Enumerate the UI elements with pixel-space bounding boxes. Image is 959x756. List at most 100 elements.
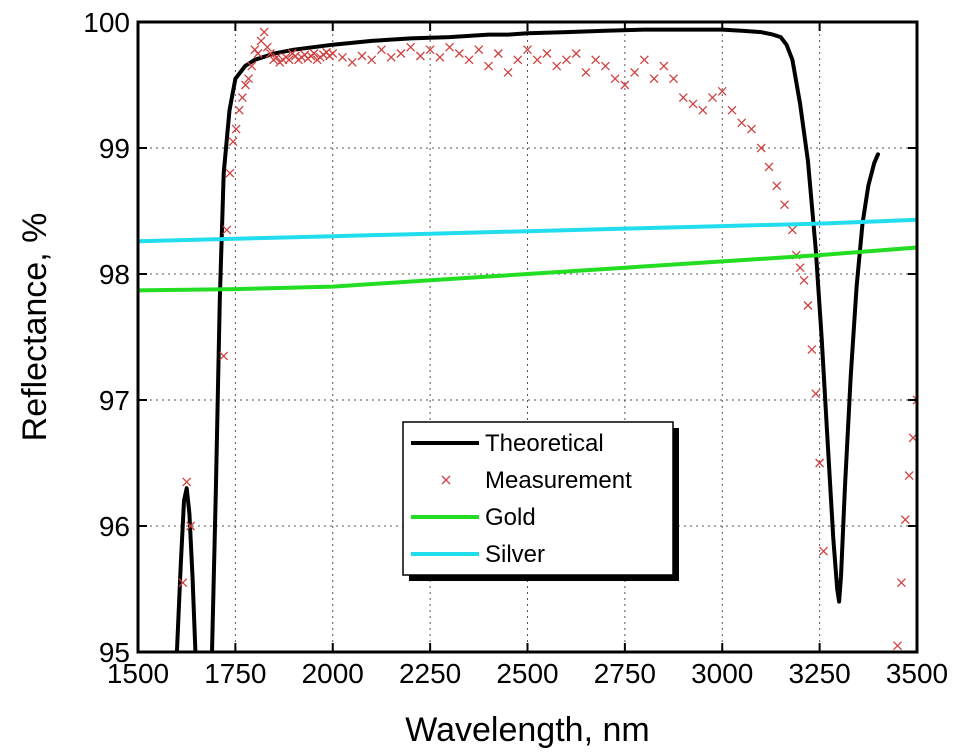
measurement-point: [649, 74, 659, 84]
measurement-point: [225, 168, 235, 178]
measurement-point: [630, 67, 640, 77]
measurement-point: [262, 42, 272, 52]
measurement-point: [222, 225, 232, 235]
x-tick-label: 3250: [788, 658, 850, 689]
x-axis-title: Wavelength, nm: [405, 711, 649, 749]
measurement-point: [591, 55, 601, 65]
legend-box: [402, 421, 674, 576]
measurement-points: [178, 27, 917, 651]
measurement-point: [811, 389, 821, 399]
measurement-point: [600, 61, 610, 71]
measurement-point: [328, 49, 338, 58]
measurement-point: [780, 200, 790, 210]
measurement-point: [620, 80, 630, 90]
measurement-point: [259, 27, 269, 37]
measurement-point: [764, 162, 774, 172]
measurement-point: [186, 521, 196, 531]
y-tick-label: 100: [83, 7, 130, 38]
measurement-point: [678, 93, 688, 103]
legend-marker-measurement: [441, 475, 451, 485]
measurement-point: [532, 55, 542, 65]
measurement-point: [272, 52, 282, 62]
measurement-point: [756, 143, 766, 153]
x-tick-label: 2750: [594, 658, 656, 689]
y-tick-label: 98: [99, 259, 130, 290]
measurement-point: [253, 49, 263, 58]
plot-series: [138, 27, 917, 652]
measurement-point: [900, 515, 910, 525]
y-tick-label: 97: [99, 385, 130, 416]
measurement-point: [542, 49, 552, 58]
measurement-point: [669, 74, 679, 84]
measurement-point: [819, 546, 828, 556]
x-tick-label: 1500: [107, 658, 169, 689]
measurement-point: [727, 105, 737, 115]
measurement-point: [807, 345, 817, 355]
measurement-point: [639, 55, 649, 65]
measurement-point: [484, 61, 494, 71]
measurement-point: [503, 67, 513, 77]
measurement-point: [234, 105, 244, 115]
y-tick-label: 96: [99, 511, 130, 542]
series-line-silver: [138, 217, 917, 244]
x-tick-label: 3000: [691, 658, 753, 689]
measurement-point: [772, 181, 782, 191]
measurement-point: [912, 395, 917, 405]
measurement-point: [347, 57, 357, 67]
measurement-point: [552, 61, 562, 71]
measurement-point: [717, 86, 727, 96]
measurement-point: [228, 137, 238, 147]
measurement-point: [376, 45, 386, 55]
measurement-point: [737, 118, 747, 128]
axes: 1500 1750 2000 2250 2500 2750 3000 3250 3500 95 96…: [16, 7, 948, 749]
measurement-point: [367, 55, 377, 65]
measurement-point: [244, 74, 254, 84]
measurement-point: [896, 578, 906, 588]
measurement-point: [803, 301, 813, 310]
grid: [138, 22, 917, 652]
y-axis-title: Reflectance, %: [16, 213, 54, 442]
x-tick-label: 2500: [496, 658, 558, 689]
measurement-point: [795, 263, 805, 273]
measurement-point: [357, 51, 367, 61]
measurement-point: [182, 477, 192, 487]
x-tick-label: 2000: [302, 658, 364, 689]
measurement-point: [581, 67, 591, 77]
measurement-point: [284, 55, 294, 65]
measurement-point: [178, 578, 188, 588]
measurement-point: [415, 51, 425, 61]
measurement-point: [799, 275, 809, 285]
measurement-point: [708, 93, 717, 103]
legend-label: Measurement: [485, 467, 632, 494]
measurement-point: [493, 49, 503, 58]
legend-label: Theoretical: [485, 430, 604, 457]
measurement-point: [435, 52, 445, 62]
measurement-point: [513, 55, 523, 65]
y-tick-label: 95: [99, 637, 130, 668]
measurement-point: [474, 45, 484, 55]
measurement-point: [454, 49, 464, 58]
measurement-point: [904, 471, 914, 481]
measurement-point: [688, 99, 698, 109]
measurement-point: [265, 49, 275, 58]
y-tick-label: 99: [99, 133, 130, 164]
x-tick-label: 1750: [204, 658, 266, 689]
series-line-gold: [138, 245, 917, 293]
measurement-point: [464, 55, 474, 65]
measurement-point: [561, 55, 571, 65]
measurement-point: [338, 52, 347, 62]
measurement-point: [386, 52, 396, 62]
measurement-point: [747, 124, 756, 134]
legend-label: Gold: [485, 504, 536, 531]
measurement-point: [815, 458, 825, 468]
measurement-point: [893, 641, 902, 651]
x-tick-label: 2250: [399, 658, 461, 689]
measurement-point: [396, 49, 406, 58]
measurement-point: [237, 93, 247, 103]
measurement-point: [309, 49, 319, 58]
measurement-point: [698, 105, 708, 115]
measurement-point: [425, 45, 435, 55]
legend: Theoretical Measurement Gold Silver: [402, 421, 679, 581]
measurement-point: [406, 42, 416, 52]
